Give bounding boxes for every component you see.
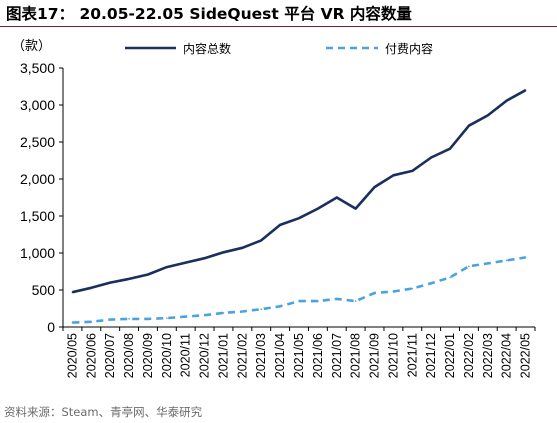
x-tick-label: 2022/01: [443, 333, 457, 378]
x-tick-label: 2020/08: [122, 333, 136, 378]
series-layer: [71, 89, 527, 324]
data-point: [487, 114, 489, 117]
data-point: [430, 156, 432, 159]
x-tick-label: 2022/02: [462, 333, 476, 378]
data-point: [147, 318, 149, 320]
legend: 内容总数 付费内容: [125, 41, 433, 56]
data-point: [392, 290, 395, 293]
y-tick-label: 500: [32, 282, 56, 298]
data-point: [505, 99, 508, 102]
y-tick-label: 1,500: [20, 208, 55, 224]
data-point: [166, 317, 168, 319]
y-axis-unit-label: （款）: [12, 39, 51, 54]
data-point: [335, 298, 338, 300]
x-tick-label: 2020/10: [160, 333, 174, 378]
data-point: [241, 310, 244, 313]
x-tick-label: 2022/04: [500, 333, 514, 378]
data-point: [317, 207, 319, 210]
data-point: [298, 217, 300, 220]
data-point: [373, 186, 376, 188]
y-axis: 0 500 1,000 1,500 2,000 2,500 3,000 3,500: [20, 60, 64, 335]
x-tick-label: 2020/12: [198, 333, 212, 378]
legend-label-1: 内容总数: [183, 41, 231, 56]
data-point: [109, 318, 111, 321]
data-point: [147, 273, 149, 276]
data-point: [487, 262, 489, 265]
data-point: [449, 276, 451, 279]
y-tick-label: 2,000: [20, 171, 55, 187]
data-point: [260, 239, 263, 242]
data-point: [524, 89, 527, 91]
data-point: [524, 256, 527, 259]
x-axis: 2020/05 2020/06 2020/07 2020/08 2020/09 2020/…: [62, 326, 536, 378]
x-tick-label: 2022/03: [481, 333, 495, 378]
x-tick-label: 2020/05: [65, 333, 79, 378]
x-tick-label: 2021/07: [330, 333, 344, 378]
data-point: [468, 124, 470, 127]
data-point: [71, 321, 74, 324]
data-point: [392, 174, 395, 177]
data-point: [90, 286, 93, 289]
y-tick-label: 0: [47, 319, 55, 335]
x-tick-label: 2021/11: [405, 333, 419, 377]
x-tick-label: 2021/06: [311, 333, 325, 378]
series-line-2: [72, 256, 526, 324]
data-point: [411, 287, 414, 290]
x-tick-label: 2022/05: [519, 333, 533, 378]
legend-label-2: 付费内容: [385, 41, 433, 56]
data-point: [166, 266, 168, 268]
data-point: [184, 315, 187, 318]
x-tick-label: 2021/03: [254, 333, 268, 378]
data-point: [354, 300, 357, 302]
data-point: [128, 278, 130, 280]
data-point: [468, 265, 470, 268]
data-point: [449, 147, 451, 150]
x-tick-label: 2021/08: [349, 333, 363, 378]
x-tick-label: 2020/06: [84, 333, 98, 378]
data-point: [184, 261, 187, 264]
y-tick-label: 1,000: [20, 245, 55, 261]
data-point: [260, 308, 263, 311]
data-point: [279, 305, 281, 308]
x-tick-label: 2020/09: [141, 333, 155, 378]
data-point: [298, 300, 300, 302]
data-point: [335, 196, 338, 199]
data-point: [109, 281, 111, 284]
x-tick-label: 2021/12: [424, 333, 438, 378]
data-point: [373, 292, 376, 294]
data-point: [203, 314, 206, 316]
y-tick-label: 3,000: [20, 97, 55, 113]
data-point: [71, 291, 74, 294]
data-point: [222, 312, 225, 314]
series-line-1: [72, 89, 527, 294]
x-tick-label: 2020/11: [179, 333, 193, 377]
source-note: 资料来源：Steam、青亭网、华泰研究: [4, 405, 203, 419]
y-tick-label: 3,500: [20, 60, 55, 76]
x-tick-label: 2021/01: [216, 333, 230, 378]
x-tick-label: 2020/07: [103, 333, 117, 378]
y-tick-label: 2,500: [20, 134, 55, 150]
x-tick-label: 2021/04: [273, 333, 287, 378]
data-point: [505, 259, 508, 262]
data-point: [90, 321, 93, 323]
x-tick-label: 2021/09: [368, 333, 382, 378]
x-tick-label: 2021/10: [386, 333, 400, 378]
title-divider: [0, 26, 557, 27]
figure-title: 图表17： 20.05-22.05 SideQuest 平台 VR 内容数量: [6, 5, 412, 23]
data-point: [222, 251, 225, 254]
data-point: [354, 207, 357, 210]
data-point: [203, 257, 206, 259]
data-point: [241, 247, 244, 249]
data-point: [430, 282, 432, 285]
data-point: [279, 224, 281, 226]
data-point: [317, 300, 319, 302]
x-tick-label: 2021/05: [292, 333, 306, 378]
x-tick-label: 2021/02: [235, 333, 249, 378]
data-point: [128, 318, 130, 320]
data-point: [411, 170, 414, 172]
